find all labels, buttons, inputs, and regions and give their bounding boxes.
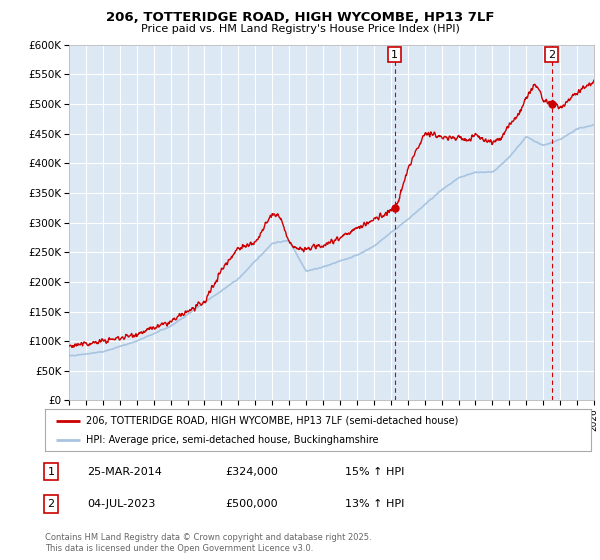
Text: £500,000: £500,000 <box>225 499 278 509</box>
Text: 1: 1 <box>47 466 55 477</box>
Text: 1: 1 <box>391 49 398 59</box>
Text: £324,000: £324,000 <box>225 466 278 477</box>
Text: 04-JUL-2023: 04-JUL-2023 <box>87 499 155 509</box>
Text: Price paid vs. HM Land Registry's House Price Index (HPI): Price paid vs. HM Land Registry's House … <box>140 24 460 34</box>
Text: 25-MAR-2014: 25-MAR-2014 <box>87 466 162 477</box>
Text: 13% ↑ HPI: 13% ↑ HPI <box>345 499 404 509</box>
Text: 15% ↑ HPI: 15% ↑ HPI <box>345 466 404 477</box>
Text: 206, TOTTERIDGE ROAD, HIGH WYCOMBE, HP13 7LF (semi-detached house): 206, TOTTERIDGE ROAD, HIGH WYCOMBE, HP13… <box>86 416 458 426</box>
Text: 2: 2 <box>548 49 555 59</box>
Text: Contains HM Land Registry data © Crown copyright and database right 2025.
This d: Contains HM Land Registry data © Crown c… <box>45 533 371 553</box>
Text: 2: 2 <box>47 499 55 509</box>
Text: 206, TOTTERIDGE ROAD, HIGH WYCOMBE, HP13 7LF: 206, TOTTERIDGE ROAD, HIGH WYCOMBE, HP13… <box>106 11 494 24</box>
Text: HPI: Average price, semi-detached house, Buckinghamshire: HPI: Average price, semi-detached house,… <box>86 435 379 445</box>
